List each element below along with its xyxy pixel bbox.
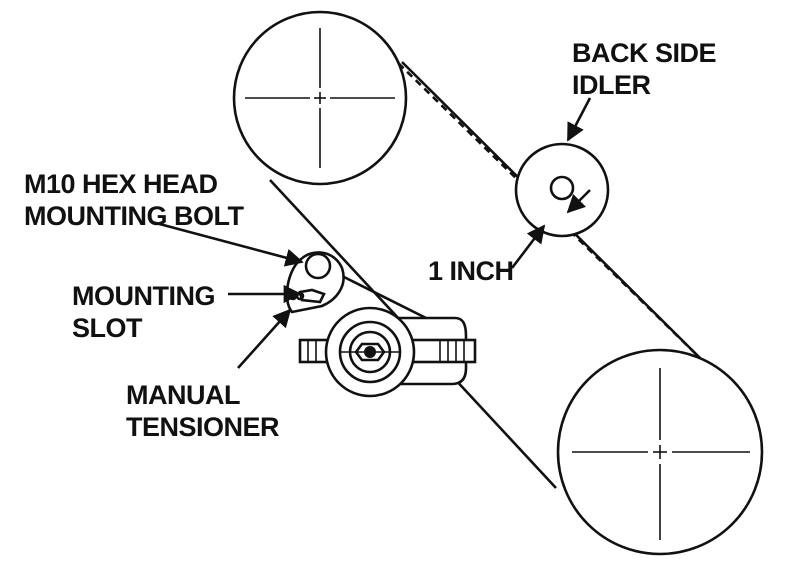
label-hex-bolt-line1: M10 HEX HEAD	[24, 169, 218, 199]
back-side-idler	[514, 142, 610, 238]
label-mounting-slot-line2: SLOT	[72, 313, 143, 343]
label-back-side-idler-line1: BACK SIDE	[572, 38, 716, 68]
label-manual-tensioner-line1: MANUAL	[126, 380, 240, 410]
manual-tensioner-assembly	[285, 251, 477, 398]
label-measurement: 1 INCH	[428, 256, 514, 286]
label-manual-tensioner-line2: TENSIONER	[126, 412, 279, 442]
label-hex-bolt-line2: MOUNTING BOLT	[24, 201, 244, 231]
bottom-pulley	[556, 348, 764, 556]
leader-lines	[151, 97, 592, 369]
label-mounting-slot-line1: MOUNTING	[72, 281, 215, 311]
top-pulley	[232, 10, 408, 186]
label-back-side-idler-line2: IDLER	[572, 70, 651, 100]
